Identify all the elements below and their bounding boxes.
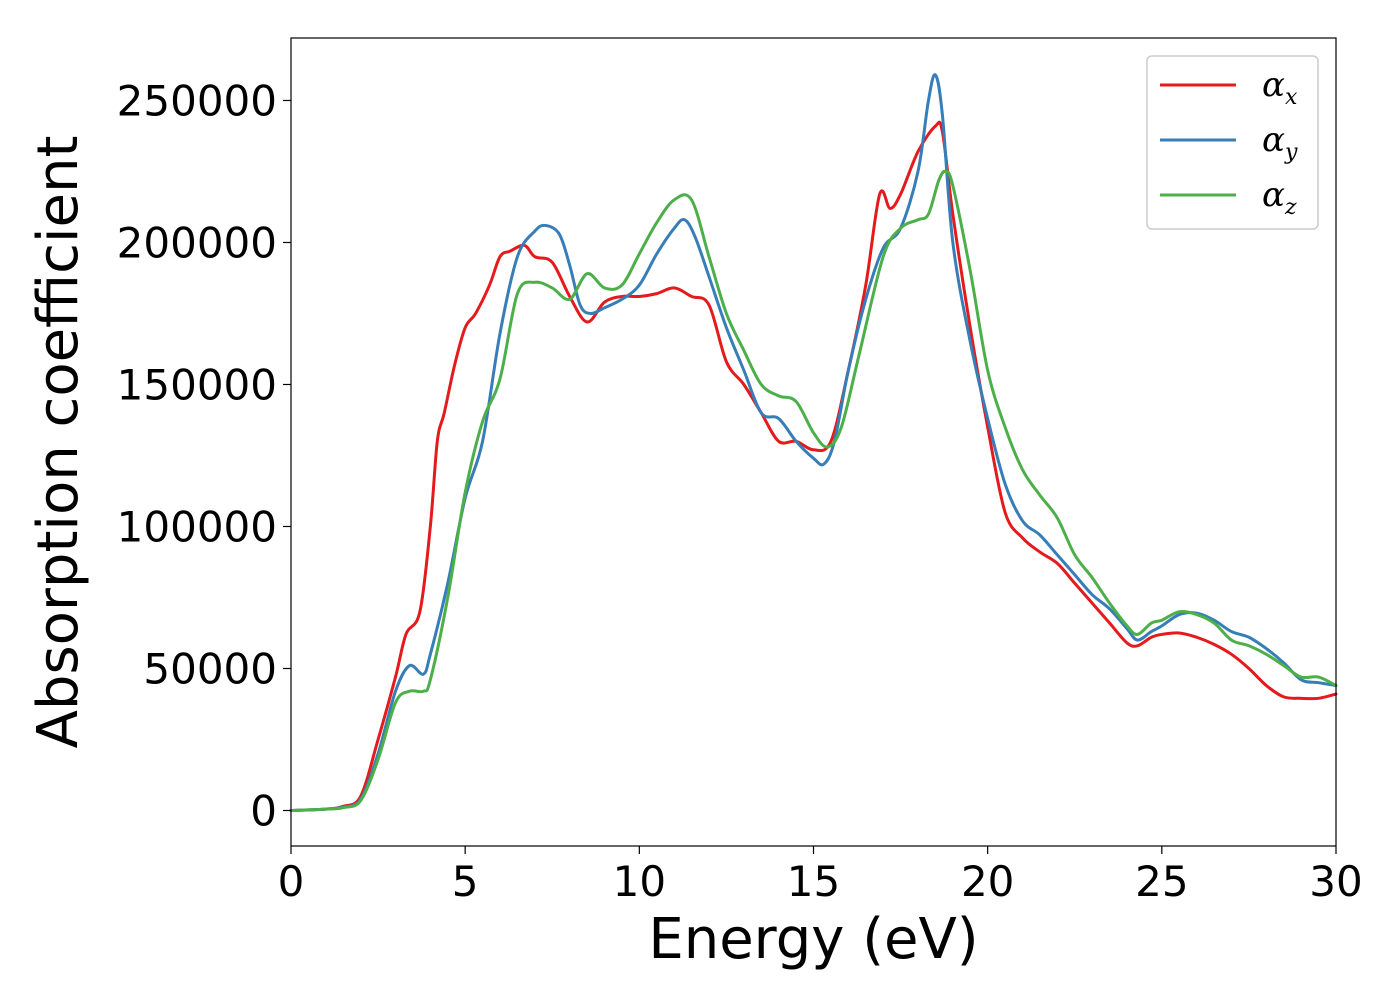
y-tick-label: 250000 (117, 76, 277, 125)
y-tick-label: 100000 (117, 502, 277, 551)
series-line-x (289, 120, 1338, 812)
x-axis-title: Energy (eV) (648, 907, 978, 972)
x-tick-label: 0 (278, 857, 305, 906)
legend: αx αy αz (1146, 55, 1319, 230)
y-axis: 0 50000 100000 150000 200000 250000 (117, 76, 291, 835)
x-tick-label: 20 (961, 857, 1014, 906)
x-tick-label: 10 (613, 857, 666, 906)
y-tick-label: 200000 (117, 218, 277, 267)
y-axis-title: Absorption coefficient (26, 136, 91, 749)
x-tick-label: 15 (787, 857, 840, 906)
legend-box (1146, 55, 1319, 230)
x-tick-label: 5 (452, 857, 479, 906)
series-lines (289, 73, 1338, 812)
series-line-y (289, 73, 1338, 812)
legend-label-y: αy (1262, 120, 1298, 165)
y-tick-label: 0 (250, 786, 277, 835)
y-tick-label: 50000 (143, 644, 277, 693)
y-tick-label: 150000 (117, 360, 277, 409)
series-line-z (289, 169, 1338, 812)
legend-label-z: αz (1262, 175, 1297, 220)
x-axis: 0 5 10 15 20 25 30 (278, 846, 1363, 906)
legend-label-x: αx (1262, 65, 1298, 110)
x-tick-label: 25 (1135, 857, 1188, 906)
x-tick-label: 30 (1309, 857, 1362, 906)
